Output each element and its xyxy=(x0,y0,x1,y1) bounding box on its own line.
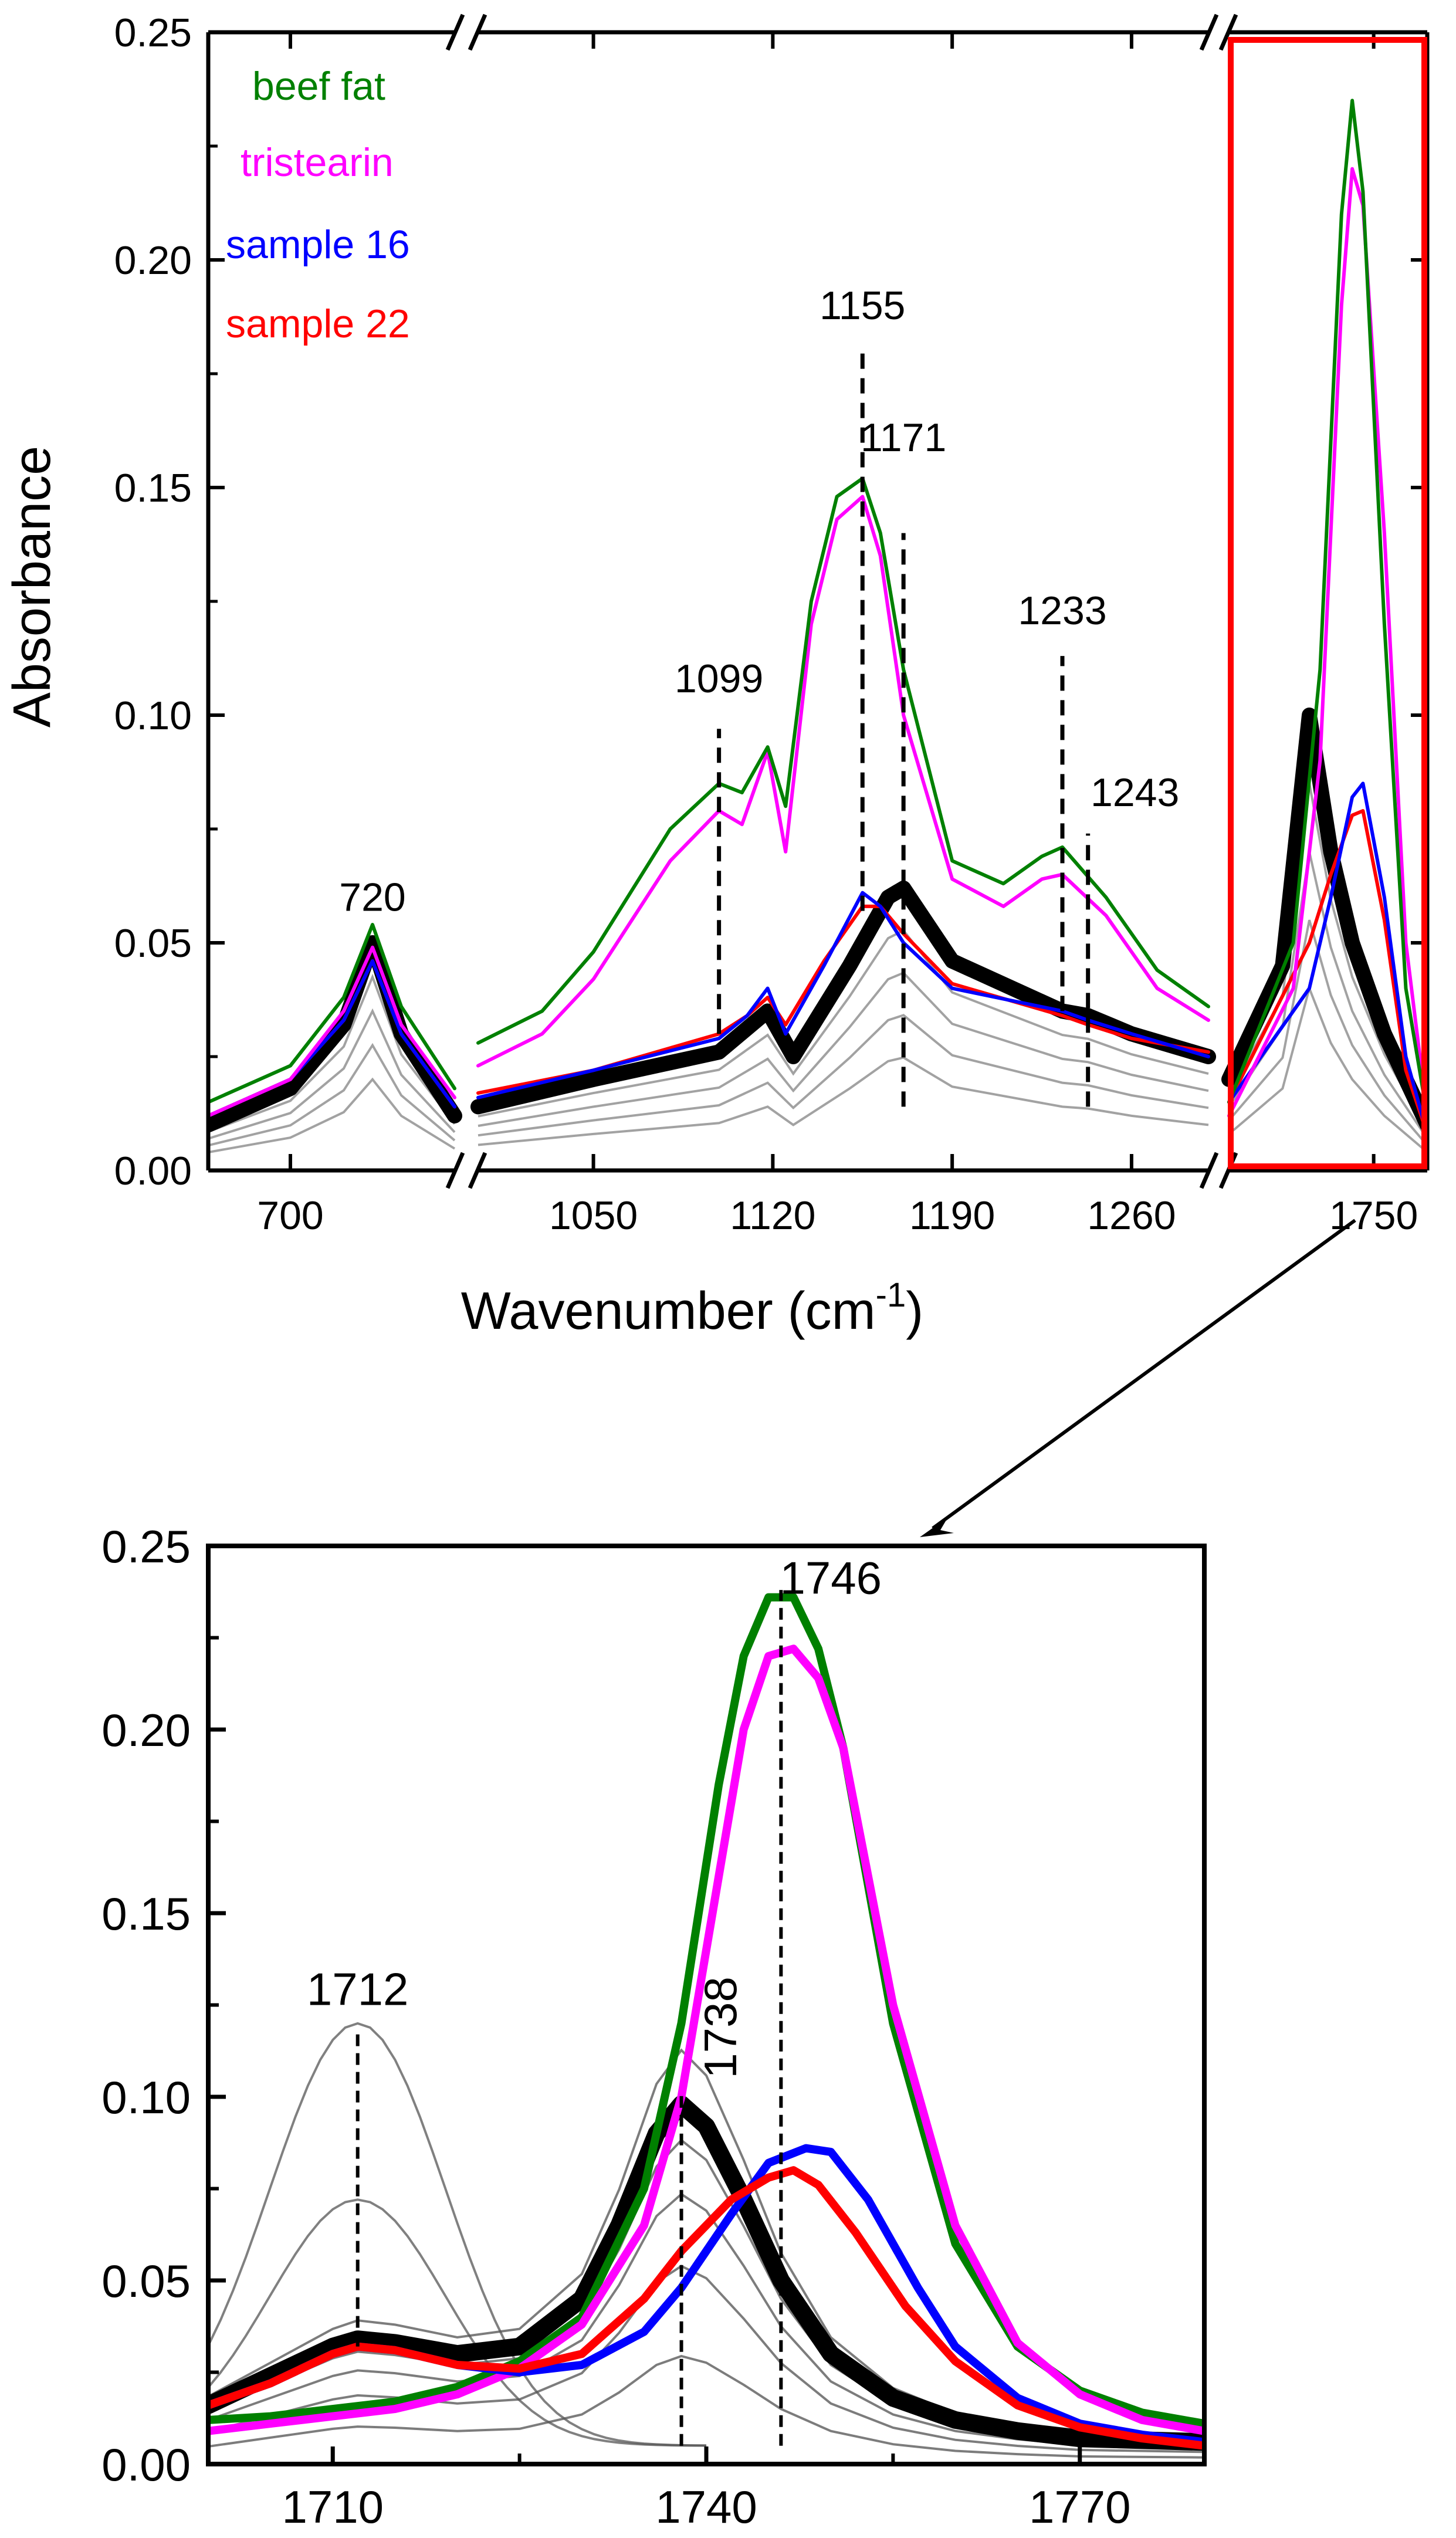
zoom-gray-hump-line xyxy=(208,2199,706,2445)
zoom-peak-label: 1738 xyxy=(695,1977,746,2079)
zoom-y-tick-label: 0.00 xyxy=(101,2439,191,2490)
zoom-gray-spectrum-line xyxy=(208,2266,1204,2452)
x-axis-label-superscript: -1 xyxy=(876,1276,906,1314)
top-x-tick-label: 1190 xyxy=(909,1193,995,1238)
top-x-tick-label: 1120 xyxy=(730,1193,815,1238)
legend-sample-16: sample 16 xyxy=(226,222,410,267)
x-axis-label-close: ) xyxy=(906,1282,923,1341)
top-x-tick-label: 700 xyxy=(257,1193,323,1238)
top-y-tick-label: 0.10 xyxy=(114,693,192,738)
top-y-tick-label: 0.00 xyxy=(114,1149,192,1193)
zoom-peak-label: 1746 xyxy=(780,1552,882,1603)
zoom-peak-label: 1712 xyxy=(307,1964,409,2015)
zoom-x-tick-label: 1710 xyxy=(282,2481,384,2533)
top-y-tick-label: 0.20 xyxy=(114,238,192,283)
legend-tristearin: tristearin xyxy=(241,140,394,185)
legend: beef fat tristearin sample 16 sample 22 xyxy=(226,64,410,346)
zoom-y-tick-label: 0.05 xyxy=(101,2255,191,2307)
top-series-tristearin xyxy=(1229,169,1427,1116)
zoom-x-tick-label: 1770 xyxy=(1029,2481,1131,2533)
x-axis-label-text: Wavenumber (cm xyxy=(461,1282,876,1341)
top-series-other-samples xyxy=(478,888,1208,1107)
zoom-y-tick-label: 0.10 xyxy=(101,2072,191,2123)
zoom-connector-arrow xyxy=(933,1220,1355,1528)
zoom-connector-arrowhead xyxy=(920,1517,954,1537)
zoom-x-tick-label: 1740 xyxy=(655,2481,757,2533)
legend-beef-fat: beef fat xyxy=(252,64,385,109)
figure: Absorbance 0.00 0.05 0.10 0.15 0.20 0.25 700 10… xyxy=(0,0,1456,2538)
top-peak-label: 720 xyxy=(339,875,405,920)
gray-spectrum-line xyxy=(478,973,1208,1126)
zoom-y-tick-label: 0.20 xyxy=(101,1704,191,1756)
x-axis-label: Wavenumber (cm-1) xyxy=(461,1276,923,1341)
top-y-tick-label: 0.25 xyxy=(114,11,192,55)
top-x-tick-label: 1050 xyxy=(549,1193,638,1238)
zoom-panel: 0.00 0.05 0.10 0.15 0.20 0.25 1710 1740 1770 1712… xyxy=(101,1521,1204,2533)
top-peak-label: 1171 xyxy=(861,415,946,460)
top-peak-label: 1155 xyxy=(820,283,905,328)
top-peak-label: 1233 xyxy=(1018,588,1106,633)
top-y-tick-label: 0.15 xyxy=(114,466,192,510)
legend-sample-22: sample 22 xyxy=(226,302,410,346)
y-axis-label: Absorbance xyxy=(3,446,62,727)
top-series-sample-16 xyxy=(478,893,1208,1098)
top-series-beef-fat xyxy=(478,479,1208,1043)
top-peak-label: 1243 xyxy=(1091,770,1179,815)
top-panel: 0.00 0.05 0.10 0.15 0.20 0.25 700 1050 1120 1190 1… xyxy=(114,11,1427,1238)
top-peak-label: 1099 xyxy=(675,657,763,701)
top-y-tick-label: 0.05 xyxy=(114,921,192,966)
top-x-tick-label: 1260 xyxy=(1087,1193,1176,1238)
zoom-y-tick-label: 0.25 xyxy=(101,1521,191,1572)
zoom-y-tick-label: 0.15 xyxy=(101,1888,191,1940)
